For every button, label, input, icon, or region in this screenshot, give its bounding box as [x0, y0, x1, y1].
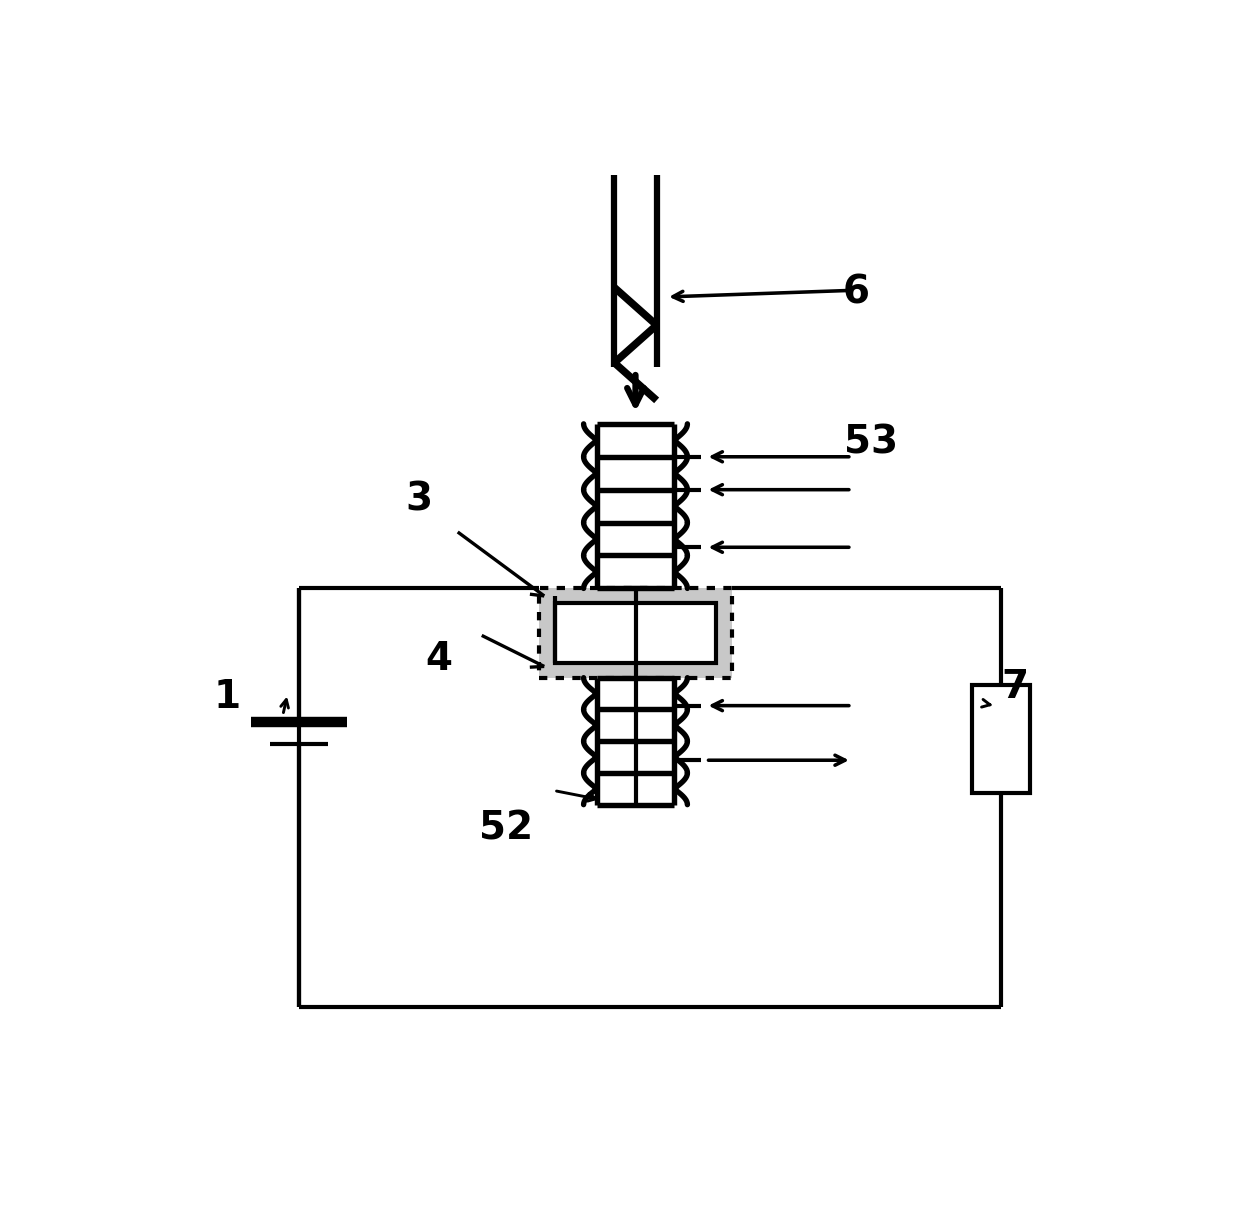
- Text: 52: 52: [479, 810, 533, 847]
- Bar: [539, 589, 732, 678]
- Text: 3: 3: [405, 480, 433, 518]
- Text: 4: 4: [425, 640, 453, 678]
- Bar: [554, 603, 717, 663]
- Text: 53: 53: [844, 424, 898, 462]
- Text: 7: 7: [1002, 668, 1029, 706]
- Bar: [972, 685, 1029, 792]
- Text: 1: 1: [213, 678, 241, 716]
- Text: 6: 6: [843, 274, 870, 311]
